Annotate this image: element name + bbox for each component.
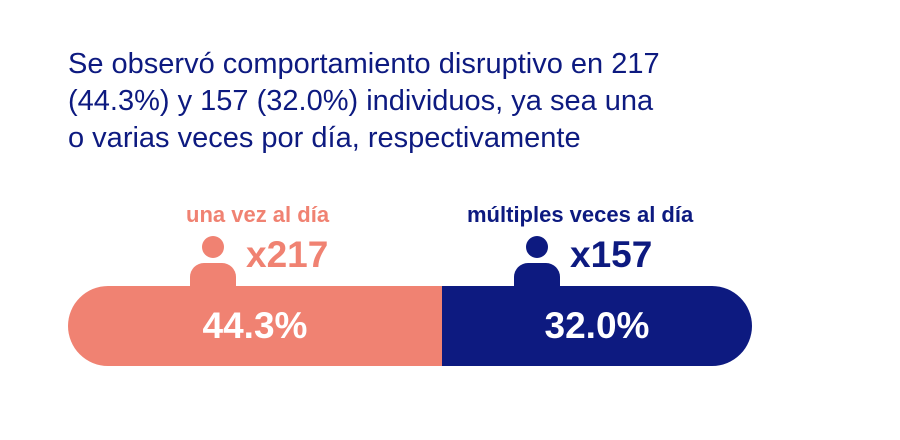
percent-bar-once-daily: 44.3% xyxy=(68,286,442,366)
count-once-daily: x217 xyxy=(246,234,329,275)
person-icon xyxy=(514,236,560,293)
group-label-once-daily: una vez al día xyxy=(186,202,330,227)
headline-line-2: (44.3%) y 157 (32.0%) individuos, ya sea… xyxy=(68,85,654,117)
headline-line-3: o varias veces por día, respectivamente xyxy=(68,122,581,154)
percent-bar-multiple-daily: 32.0% xyxy=(442,286,752,366)
headline-line-1: Se observó comportamiento disruptivo en … xyxy=(68,48,660,80)
percent-multiple-daily: 32.0% xyxy=(544,305,650,346)
count-multiple-daily: x157 xyxy=(570,234,653,275)
person-icon-head xyxy=(202,236,224,258)
person-icon xyxy=(190,236,236,293)
percent-once-daily: 44.3% xyxy=(202,305,308,346)
group-label-multiple-daily: múltiples veces al día xyxy=(467,202,694,227)
headline: Se observó comportamiento disruptivo en … xyxy=(68,46,768,157)
person-icon-head xyxy=(526,236,548,258)
